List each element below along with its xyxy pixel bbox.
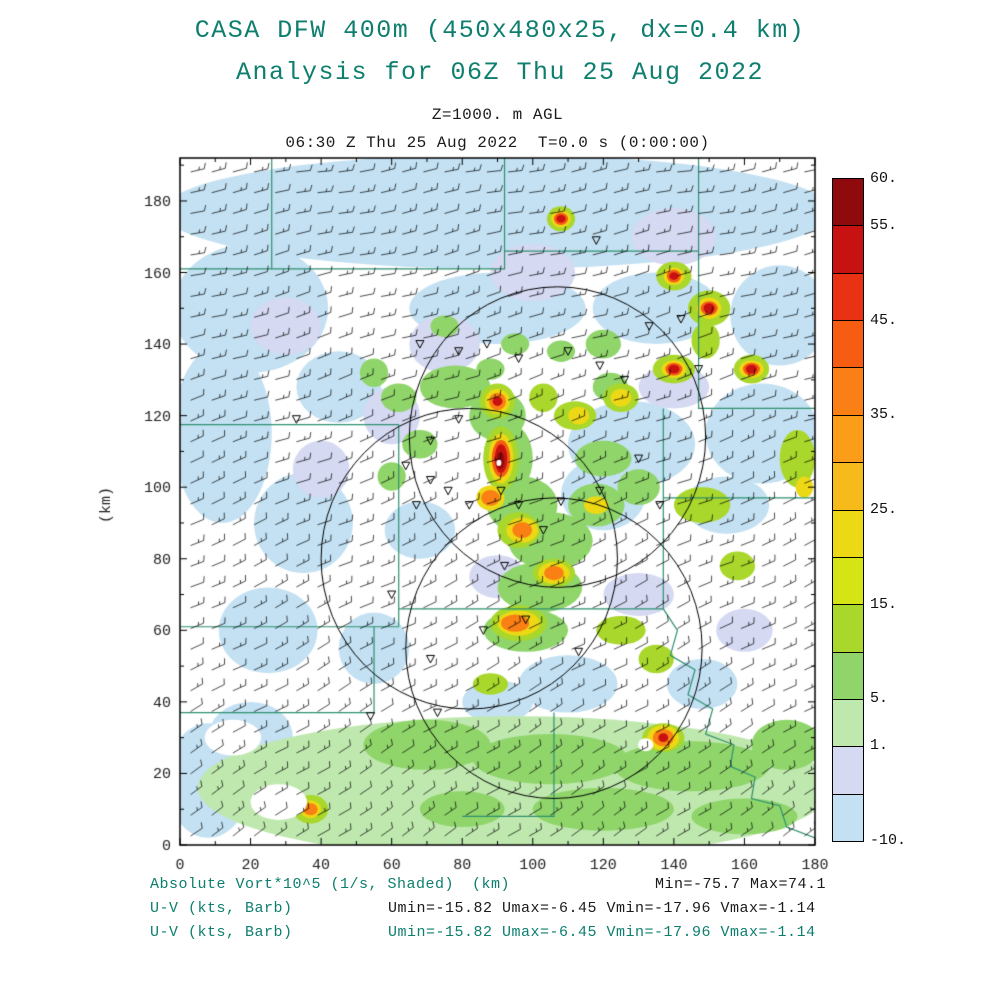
- colorbar-segment: [833, 793, 863, 842]
- footer-line-2: U-V (kts, Barb) Umin=-15.82 Umax=-6.45 V…: [0, 900, 1000, 920]
- colorbar-segment: [833, 272, 863, 321]
- barb-stats-2: Umin=-15.82 Umax=-6.45 Vmin=-17.96 Vmax=…: [388, 924, 816, 941]
- time-label: 06:30 Z Thu 25 Aug 2022 T=0.0 s (0:00:00…: [285, 134, 710, 152]
- level-label: Z=1000. m AGL: [431, 106, 564, 124]
- colorbar-tick-labels: 60. 55. 45. 35. 25. 15. 5. 1. -10.: [870, 170, 930, 849]
- colorbar-tick-label: 25.: [870, 501, 898, 518]
- barb-stats-1: Umin=-15.82 Umax=-6.45 Vmin=-17.96 Vmax=…: [388, 900, 816, 917]
- plot-title-line2: Analysis for 06Z Thu 25 Aug 2022: [235, 58, 765, 87]
- barb-field-label-2: U-V (kts, Barb): [150, 924, 293, 941]
- footer-line-1: Absolute Vort*10^5 (1/s, Shaded) (km) Mi…: [0, 876, 1000, 896]
- colorbar-segment: [833, 414, 863, 463]
- colorbar-tick-label: -10.: [870, 832, 907, 849]
- colorbar-tick-label: 1.: [870, 737, 889, 755]
- colorbar-segment: [833, 462, 863, 510]
- colorbar: [832, 178, 864, 842]
- plot-title-line1: CASA DFW 400m (450x480x25, dx=0.4 km): [194, 16, 806, 45]
- field-minmax-label: Min=-75.7 Max=74.1: [655, 876, 827, 893]
- colorbar-segment: [833, 604, 863, 652]
- colorbar-segment: [833, 179, 863, 226]
- footer-line-3: U-V (kts, Barb) Umin=-15.82 Umax=-6.45 V…: [0, 924, 1000, 944]
- colorbar-tick-label: 35.: [870, 406, 898, 424]
- vorticity-map-canvas: [90, 150, 830, 880]
- colorbar-segment: [833, 746, 863, 794]
- colorbar-tick-label: 60.: [870, 170, 898, 187]
- colorbar-segment: [833, 225, 863, 273]
- colorbar-tick-label: 5.: [870, 690, 889, 708]
- colorbar-tick-label: 45.: [870, 311, 898, 329]
- colorbar-tick-label: 55.: [870, 217, 898, 235]
- colorbar-tick-label: 15.: [870, 595, 898, 613]
- colorbar-segment: [833, 367, 863, 415]
- barb-field-label-1: U-V (kts, Barb): [150, 900, 293, 917]
- colorbar-segment: [833, 320, 863, 368]
- colorbar-segment: [833, 651, 863, 699]
- colorbar-segment: [833, 556, 863, 605]
- shaded-field-label: Absolute Vort*10^5 (1/s, Shaded): [150, 876, 455, 893]
- x-axis-unit-label: (km): [472, 876, 511, 893]
- colorbar-segment: [833, 698, 863, 747]
- colorbar-segment: [833, 509, 863, 557]
